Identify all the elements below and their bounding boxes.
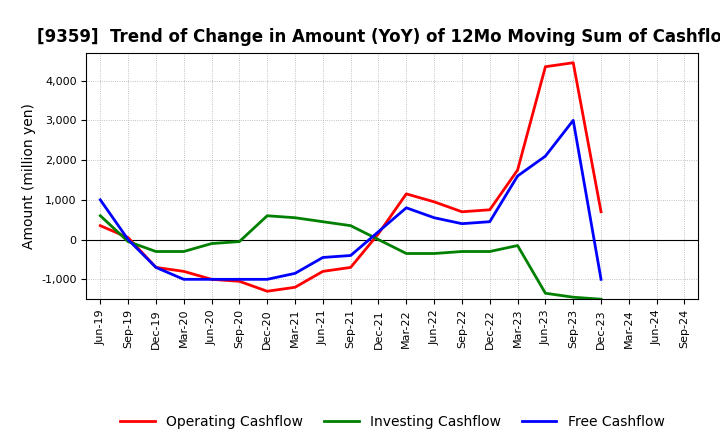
Y-axis label: Amount (million yen): Amount (million yen) bbox=[22, 103, 35, 249]
Free Cashflow bbox=[318, 255, 327, 260]
Investing Cashflow bbox=[96, 213, 104, 218]
Operating Cashflow bbox=[541, 64, 550, 70]
Free Cashflow bbox=[485, 219, 494, 224]
Operating Cashflow bbox=[402, 191, 410, 197]
Operating Cashflow bbox=[374, 231, 383, 236]
Operating Cashflow bbox=[458, 209, 467, 214]
Free Cashflow bbox=[430, 215, 438, 220]
Free Cashflow bbox=[597, 277, 606, 282]
Operating Cashflow bbox=[569, 60, 577, 66]
Free Cashflow bbox=[179, 277, 188, 282]
Investing Cashflow bbox=[541, 290, 550, 296]
Operating Cashflow bbox=[597, 209, 606, 214]
Investing Cashflow bbox=[152, 249, 161, 254]
Operating Cashflow bbox=[513, 167, 522, 172]
Free Cashflow bbox=[235, 277, 243, 282]
Operating Cashflow bbox=[179, 269, 188, 274]
Operating Cashflow bbox=[485, 207, 494, 213]
Operating Cashflow bbox=[318, 269, 327, 274]
Free Cashflow bbox=[207, 277, 216, 282]
Line: Investing Cashflow: Investing Cashflow bbox=[100, 216, 601, 299]
Operating Cashflow bbox=[96, 223, 104, 228]
Free Cashflow bbox=[569, 118, 577, 123]
Line: Operating Cashflow: Operating Cashflow bbox=[100, 63, 601, 291]
Operating Cashflow bbox=[152, 265, 161, 270]
Operating Cashflow bbox=[430, 199, 438, 205]
Investing Cashflow bbox=[458, 249, 467, 254]
Free Cashflow bbox=[263, 277, 271, 282]
Free Cashflow bbox=[152, 265, 161, 270]
Investing Cashflow bbox=[263, 213, 271, 218]
Investing Cashflow bbox=[346, 223, 355, 228]
Free Cashflow bbox=[541, 154, 550, 159]
Free Cashflow bbox=[124, 237, 132, 242]
Line: Free Cashflow: Free Cashflow bbox=[100, 121, 601, 279]
Investing Cashflow bbox=[485, 249, 494, 254]
Free Cashflow bbox=[96, 197, 104, 202]
Operating Cashflow bbox=[263, 289, 271, 294]
Free Cashflow bbox=[291, 271, 300, 276]
Free Cashflow bbox=[513, 173, 522, 179]
Investing Cashflow bbox=[291, 215, 300, 220]
Operating Cashflow bbox=[124, 235, 132, 240]
Investing Cashflow bbox=[235, 239, 243, 244]
Legend: Operating Cashflow, Investing Cashflow, Free Cashflow: Operating Cashflow, Investing Cashflow, … bbox=[114, 410, 670, 435]
Operating Cashflow bbox=[235, 279, 243, 284]
Free Cashflow bbox=[346, 253, 355, 258]
Investing Cashflow bbox=[207, 241, 216, 246]
Investing Cashflow bbox=[374, 237, 383, 242]
Investing Cashflow bbox=[569, 294, 577, 300]
Investing Cashflow bbox=[124, 239, 132, 244]
Investing Cashflow bbox=[430, 251, 438, 256]
Investing Cashflow bbox=[513, 243, 522, 248]
Free Cashflow bbox=[458, 221, 467, 226]
Free Cashflow bbox=[402, 205, 410, 210]
Free Cashflow bbox=[374, 229, 383, 234]
Investing Cashflow bbox=[402, 251, 410, 256]
Operating Cashflow bbox=[346, 265, 355, 270]
Investing Cashflow bbox=[318, 219, 327, 224]
Title: [9359]  Trend of Change in Amount (YoY) of 12Mo Moving Sum of Cashflows: [9359] Trend of Change in Amount (YoY) o… bbox=[37, 28, 720, 46]
Operating Cashflow bbox=[207, 277, 216, 282]
Investing Cashflow bbox=[597, 297, 606, 302]
Investing Cashflow bbox=[179, 249, 188, 254]
Operating Cashflow bbox=[291, 285, 300, 290]
